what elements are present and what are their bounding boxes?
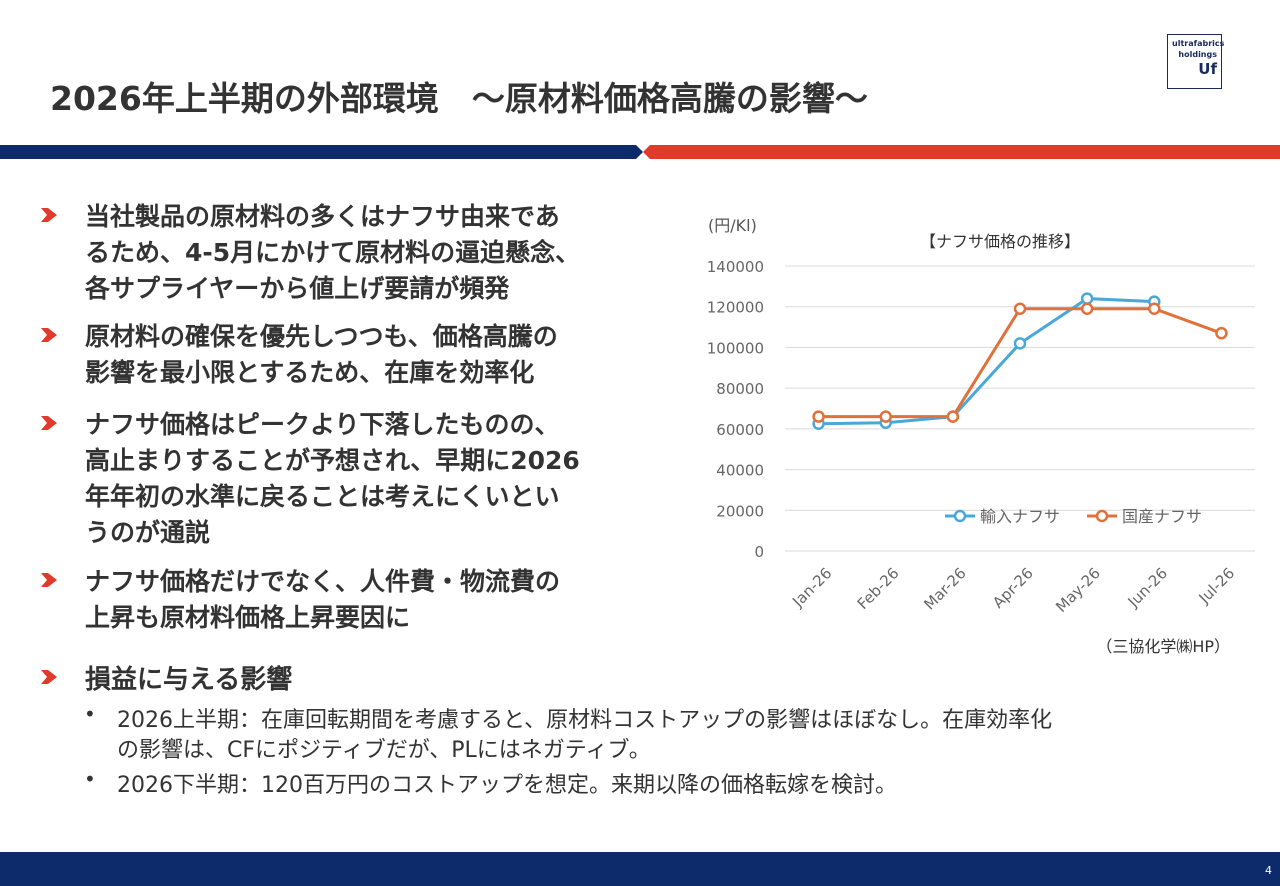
logo-text: holdings [1178,50,1217,59]
slide-title: 2026年上半期の外部環境 ～原材料価格高騰の影響～ [50,79,868,118]
footer-bar [0,852,1280,886]
legend-label: 国産ナフサ [1122,507,1202,526]
logo-text: Uf [1198,60,1217,78]
data-point [1080,302,1094,315]
bullet-text: 当社製品の原材料の多くはナフサ由来であ [85,202,560,231]
x-tick-label: Mar-26 [920,564,969,613]
legend-marker [953,509,967,523]
section-title: 損益に与える影響 [85,665,293,695]
bullet-icon [41,208,57,222]
series-line [818,307,1222,419]
bullet-text: 各サプライヤーから値上げ要請が頻発 [85,274,510,303]
data-point [946,410,960,423]
header-stripe [0,145,1280,159]
x-tick-label: Jul-26 [1195,564,1239,608]
y-tick-label: 40000 [716,462,764,480]
item-text: 2026上半期：在庫回転期間を考慮すると、原材料コストアップの影響はほぼなし。在… [117,708,1053,733]
chart: 【ナフサ価格の推移】 (円/Kl) （三協化学㈱HP） 0 20000 40000 6000… [707,216,1255,656]
y-tick-label: 100000 [707,339,764,357]
x-tick-label: Jan-26 [788,564,835,611]
bullet-icon [41,416,57,430]
bullet-icon [41,573,57,587]
bullet-text: 年年初の水準に戻ることは考えにくいとい [85,482,560,511]
data-point [812,410,825,423]
legend-marker [1095,509,1109,523]
y-tick-label: 0 [754,543,764,561]
bullet-text: るため、4-5月にかけて原材料の逼迫懸念、 [85,238,581,267]
data-point [1080,292,1094,305]
x-tick-label: Feb-26 [854,564,903,613]
bullet-text: 上昇も原材料価格上昇要因に [85,603,411,632]
data-point [1215,326,1228,340]
y-tick-label: 60000 [716,421,764,439]
bullet-text: うのが通説 [85,518,211,547]
bullet-icon [41,328,57,342]
y-tick-label: 120000 [707,299,764,317]
bullet-icon [41,670,57,684]
bullet-text: 高止まりすることが予想され、早期に2026 [85,446,580,475]
y-tick-label: 20000 [716,502,764,520]
item-text: 2026下半期：120百万円のコストアップを想定。来期以降の価格転嫁を検討。 [117,773,897,798]
item-text: の影響は、CFにポジティブだが、PLにはネガティブ。 [117,738,651,763]
page-number: 4 [1265,864,1272,877]
y-tick-label: 80000 [716,380,764,398]
bullet-text: 影響を最小限とするため、在庫を効率化 [85,358,535,387]
source: （三協化学㈱HP） [1096,637,1230,656]
series-line [818,297,1155,426]
x-tick-label: Apr-26 [989,564,1037,612]
chart-title: 【ナフサ価格の推移】 [920,232,1080,251]
y-axis-label: (円/Kl) [708,216,757,235]
logo: ultrafabrics holdings Uf [1167,34,1225,89]
bullet-text: ナフサ価格だけでなく、人件費・物流費の [85,567,561,596]
x-tick-label: May-26 [1052,564,1104,616]
bullet-dot: • [84,767,96,791]
legend-label: 輸入ナフサ [980,507,1060,526]
x-tick-label: Jun-26 [1124,564,1171,611]
data-point [1013,302,1027,315]
data-point [1148,302,1161,315]
bullet-text: 原材料の確保を優先しつつも、価格高騰の [85,322,558,351]
y-tick-label: 140000 [707,258,764,276]
data-point [879,410,892,423]
bullet-dot: • [84,702,96,726]
bullet-text: ナフサ価格はピークより下落したものの、 [85,410,560,439]
logo-text: ultrafabrics [1172,39,1225,48]
data-point [1013,337,1027,350]
